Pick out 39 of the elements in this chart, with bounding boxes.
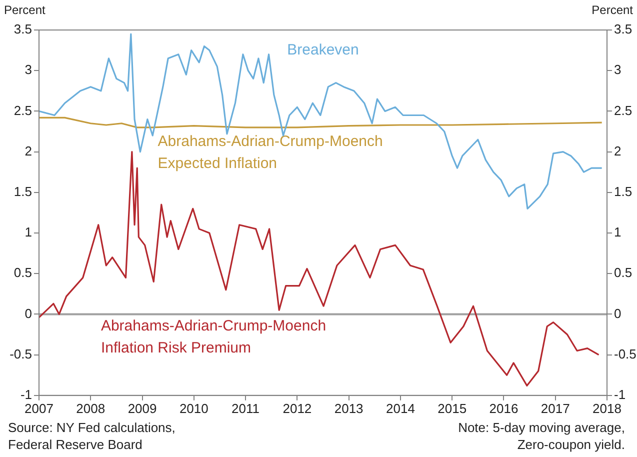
x-tick-label: 2010 (179, 400, 208, 416)
text: Note: 5-day moving average, Zero-coupon yield. (457, 419, 625, 453)
y-tick-label: 0.5 (14, 265, 32, 280)
y-tick-label: 3 (24, 62, 32, 78)
y2-tick-label: 2.5 (614, 102, 632, 118)
y-tick-label: 1 (24, 224, 32, 240)
y2-axis-title: Percent (592, 3, 633, 17)
y-tick-label: -0.5 (10, 346, 32, 362)
y2-tick-label: 0 (614, 306, 622, 321)
y2-tick-label: 0.5 (614, 265, 632, 280)
y-tick-label: 2 (24, 143, 32, 158)
y-tick-label: 2.5 (14, 102, 32, 118)
series-label: Abrahams-Adrian-Crump-Moench Expected Inflation (158, 133, 383, 172)
x-tick-label: 2008 (76, 400, 106, 416)
y2-tick-label: -1 (614, 386, 626, 402)
series-label: Breakeven (287, 41, 359, 58)
x-tick-label: 2012 (282, 400, 312, 416)
x-tick-label: 2018 (592, 400, 622, 416)
series-label: Abrahams-Adrian-Crump-Moench Inflation Risk Premium (100, 318, 326, 357)
y-tick-label: 1.5 (14, 184, 32, 199)
y2-tick-label: 3 (614, 62, 622, 78)
y-axis-title: Percent (4, 3, 46, 17)
x-tick-label: 2015 (438, 400, 467, 416)
x-tick-label: 2017 (540, 400, 570, 416)
y2-tick-label: -0.5 (614, 346, 636, 362)
y-tick-label: 3.5 (14, 22, 32, 37)
x-tick-label: 2007 (24, 400, 54, 416)
x-tick-label: 2016 (489, 400, 518, 416)
y-tick-label: 0 (24, 306, 32, 321)
y2-tick-label: 3.5 (614, 22, 632, 37)
source-note: Source: NY Fed calculations, Federal Reserve Board (8, 419, 176, 453)
y2-tick-label: 1 (614, 224, 622, 240)
x-tick-label: 2014 (386, 400, 415, 416)
x-tick-label: 2011 (232, 400, 260, 416)
y2-tick-label: 2 (614, 143, 622, 158)
x-tick-label: 2009 (128, 400, 157, 416)
y-tick-label: -1 (20, 386, 32, 402)
x-tick-label: 2013 (334, 400, 364, 416)
y2-tick-label: 1.5 (614, 184, 632, 199)
